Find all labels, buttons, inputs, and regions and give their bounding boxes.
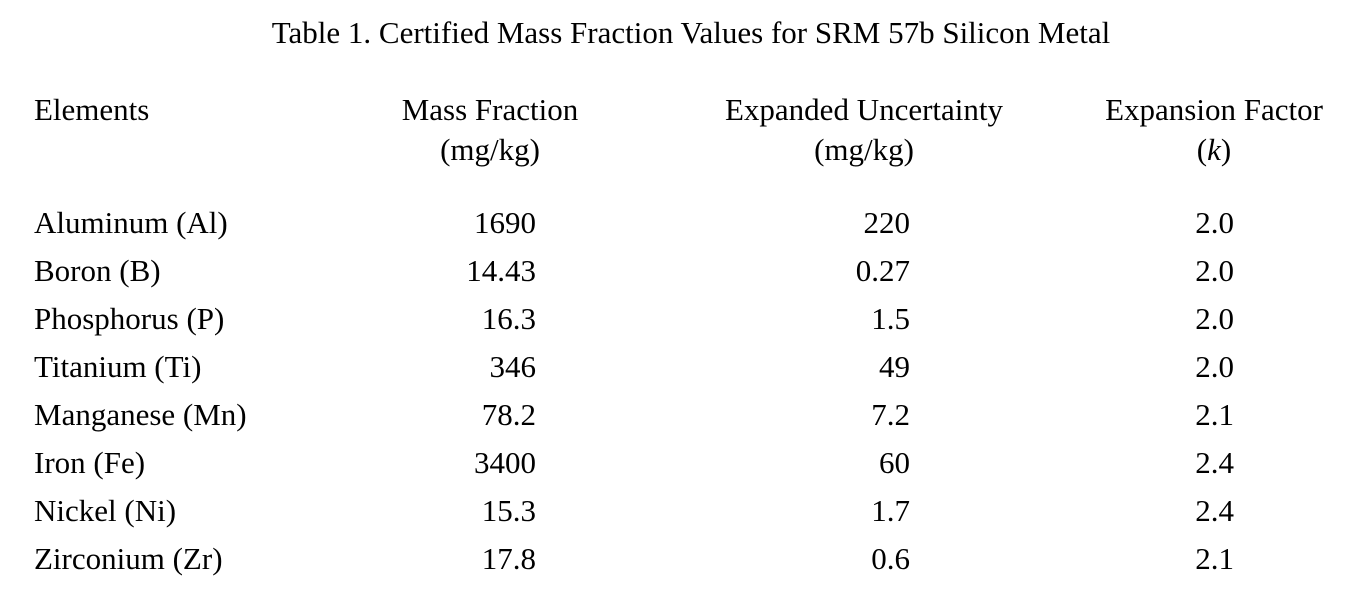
- header-expansion-factor-symbol: (k): [1092, 130, 1336, 170]
- header-mass-fraction-label: Mass Fraction: [401, 92, 579, 127]
- table-row: Zirconium (Zr) 17.8 0.6 2.1: [0, 535, 1372, 583]
- table-row: Nickel (Ni) 15.3 1.7 2.4: [0, 487, 1372, 535]
- expansion-factor-cell: 2.0: [1195, 301, 1234, 336]
- expansion-factor-cell: 2.0: [1195, 253, 1234, 288]
- header-expanded-uncertainty-label: Expanded Uncertainty: [724, 92, 1004, 127]
- table-row: Titanium (Ti) 346 49 2.0: [0, 343, 1372, 391]
- table-row: Manganese (Mn) 78.2 7.2 2.1: [0, 391, 1372, 439]
- paren-close: ): [1220, 132, 1232, 167]
- expansion-factor-cell: 2.1: [1195, 541, 1234, 576]
- table-row: Boron (B) 14.43 0.27 2.0: [0, 247, 1372, 295]
- header-mass-fraction-unit: (mg/kg): [440, 132, 540, 167]
- header-elements: Elements: [34, 92, 150, 127]
- k-symbol: k: [1207, 132, 1221, 167]
- header-expansion-factor: Expansion Factor (k): [1092, 90, 1336, 170]
- uncertainty-cell: 220: [863, 205, 911, 240]
- element-cell: Phosphorus (P): [34, 301, 225, 336]
- uncertainty-cell: 0.27: [855, 253, 910, 288]
- mass-fraction-cell: 17.8: [481, 541, 536, 576]
- element-cell: Nickel (Ni): [34, 493, 177, 528]
- expansion-factor-cell: 2.4: [1195, 493, 1234, 528]
- uncertainty-cell: 1.7: [871, 493, 910, 528]
- mass-fraction-cell: 16.3: [481, 301, 536, 336]
- table-row: Phosphorus (P) 16.3 1.5 2.0: [0, 295, 1372, 343]
- header-expanded-uncertainty-unit: (mg/kg): [814, 132, 914, 167]
- element-cell: Boron (B): [34, 253, 161, 288]
- expansion-factor-cell: 2.1: [1195, 397, 1234, 432]
- mass-fraction-cell: 78.2: [481, 397, 536, 432]
- mass-fraction-cell: 3400: [474, 445, 536, 480]
- table-title: Table 1. Certified Mass Fraction Values …: [271, 15, 1111, 50]
- element-cell: Aluminum (Al): [34, 205, 228, 240]
- element-cell: Titanium (Ti): [34, 349, 202, 384]
- header-expanded-uncertainty: Expanded Uncertainty (mg/kg): [706, 90, 1022, 170]
- uncertainty-cell: 7.2: [871, 397, 910, 432]
- paren-open: (: [1196, 132, 1208, 167]
- header-expansion-factor-label: Expansion Factor: [1105, 92, 1323, 127]
- mass-fraction-cell: 15.3: [481, 493, 536, 528]
- header-mass-fraction: Mass Fraction (mg/kg): [390, 90, 590, 170]
- uncertainty-cell: 0.6: [871, 541, 910, 576]
- table-row: Aluminum (Al) 1690 220 2.0: [0, 199, 1372, 247]
- uncertainty-cell: 60: [879, 445, 910, 480]
- table-row: Iron (Fe) 3400 60 2.4: [0, 439, 1372, 487]
- expansion-factor-cell: 2.0: [1195, 349, 1234, 384]
- expansion-factor-cell: 2.0: [1195, 205, 1234, 240]
- mass-fraction-cell: 1690: [474, 205, 536, 240]
- mass-fraction-cell: 14.43: [466, 253, 536, 288]
- expansion-factor-cell: 2.4: [1195, 445, 1234, 480]
- mass-fraction-cell: 346: [489, 349, 537, 384]
- element-cell: Manganese (Mn): [34, 397, 247, 432]
- uncertainty-cell: 1.5: [871, 301, 910, 336]
- element-cell: Zirconium (Zr): [34, 541, 223, 576]
- uncertainty-cell: 49: [879, 349, 910, 384]
- element-cell: Iron (Fe): [34, 445, 146, 480]
